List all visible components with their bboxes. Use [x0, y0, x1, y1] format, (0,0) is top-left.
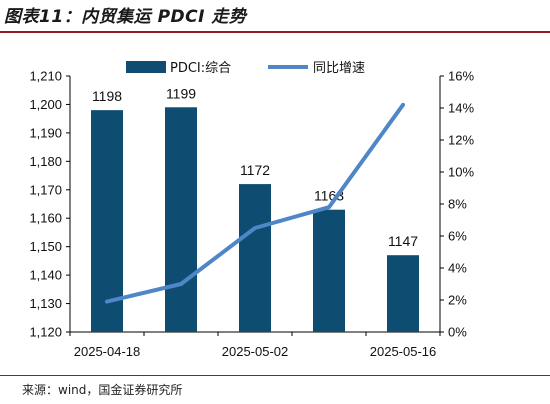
y-left-tick-label: 1,180: [29, 154, 62, 169]
bar-data-label: 1199: [166, 85, 196, 101]
bar: [313, 209, 345, 332]
bar: [239, 184, 271, 332]
y-right-tick-label: 16%: [448, 69, 474, 84]
bar-data-label: 1172: [240, 162, 270, 178]
legend-label-line: 同比增速: [313, 61, 365, 76]
y-left-tick-label: 1,130: [29, 296, 62, 311]
legend-swatch-bar: [126, 61, 166, 73]
y-left-tick-label: 1,190: [29, 125, 62, 140]
y-right-tick-label: 10%: [448, 165, 474, 180]
bar-data-label: 1147: [388, 233, 418, 249]
y-right-tick-label: 2%: [448, 293, 467, 308]
bar: [165, 107, 197, 333]
chart: 1,120 1,130 1,140 1,150 1,160 1,170 1,180 1,190…: [29, 61, 474, 359]
y-left-tick-label: 1,200: [29, 97, 62, 112]
y-right-tick-label: 8%: [448, 197, 467, 212]
x-tick-label: 2025-05-02: [222, 344, 289, 359]
y-left-tick-label: 1,120: [29, 325, 62, 340]
title-divider: [0, 31, 550, 33]
y-left-tick-label: 1,160: [29, 211, 62, 226]
chart-title: 图表11：内贸集运 PDCI 走势: [4, 7, 247, 27]
footer-divider: [0, 375, 550, 376]
y-right-tick-label: 12%: [448, 133, 474, 148]
y-right-tick-label: 14%: [448, 101, 474, 116]
bar-data-label: 1198: [92, 88, 122, 104]
legend-label-bar: PDCI:综合: [170, 61, 231, 76]
y-right-tick-label: 0%: [448, 325, 467, 340]
y-left-tick-label: 1,140: [29, 268, 62, 283]
x-tick-label: 2025-05-16: [370, 344, 437, 359]
y-left-tick-label: 1,150: [29, 239, 62, 254]
y-right-tick-label: 4%: [448, 261, 467, 276]
y-right-tick-label: 6%: [448, 229, 467, 244]
bar: [387, 255, 419, 332]
source-note: 来源：wind，国金证券研究所: [22, 383, 183, 397]
bar: [91, 110, 123, 332]
y-left-tick-label: 1,170: [29, 182, 62, 197]
line-series-yoy: [105, 102, 405, 304]
y-left-tick-label: 1,210: [29, 69, 62, 84]
x-tick-label: 2025-04-18: [74, 344, 141, 359]
